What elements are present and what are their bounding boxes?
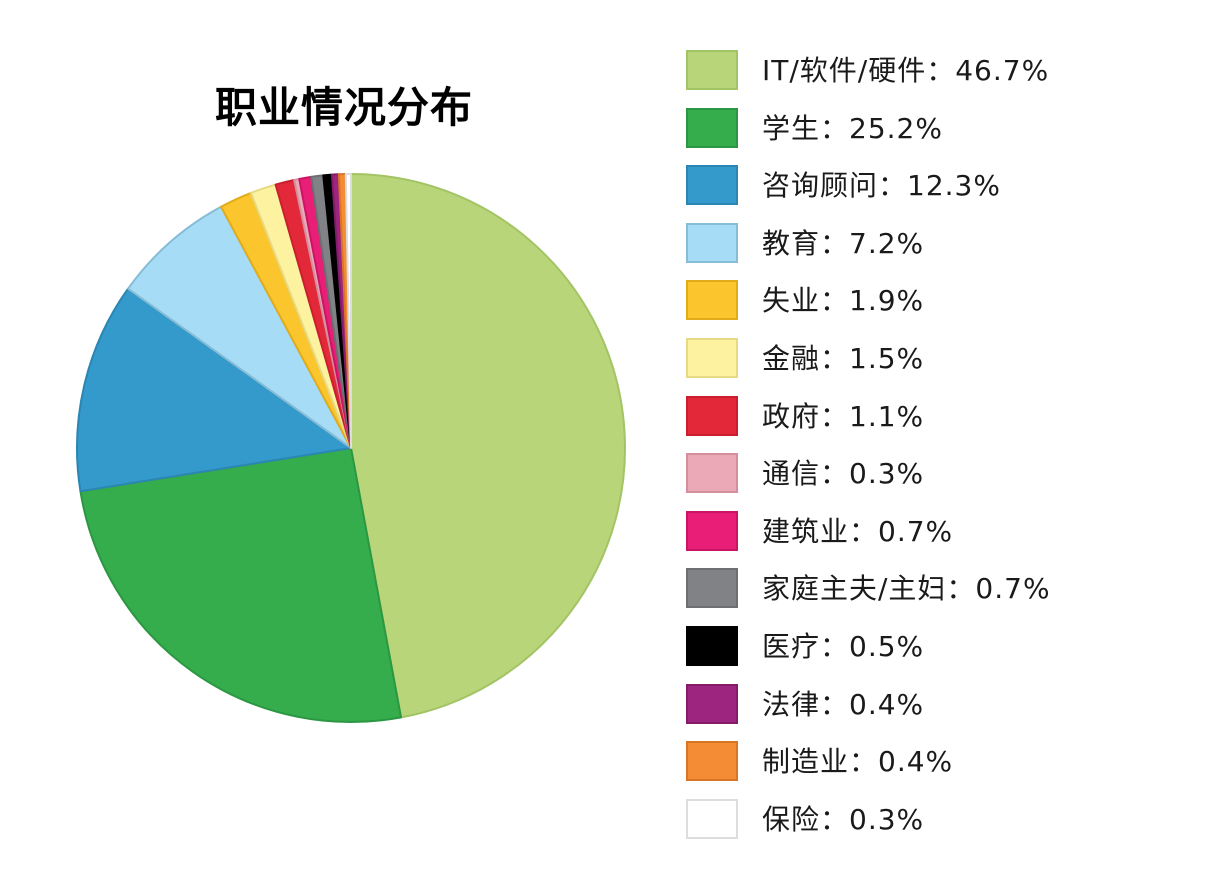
legend-label: 建筑业：0.7% [762, 514, 954, 548]
legend-swatch [686, 510, 738, 551]
legend-label: 失业：1.9% [762, 284, 925, 318]
legend-label: 制造业：0.4% [762, 745, 954, 779]
legend-swatch [686, 395, 738, 436]
legend-swatch [686, 107, 738, 148]
legend-label: 家庭主夫/主妇：0.7% [762, 572, 1051, 606]
pie-slice-3 [127, 205, 352, 449]
legend-swatch [686, 568, 738, 609]
legend-label: 教育：7.2% [762, 226, 925, 260]
legend-item: 保险：0.3% [686, 798, 1051, 857]
legend-item: 金融：1.5% [686, 337, 1051, 396]
legend-swatch [686, 798, 738, 839]
legend-label: 金融：1.5% [762, 341, 925, 375]
legend-label: 医疗：0.5% [762, 629, 925, 663]
legend: IT/软件/硬件：46.7% 学生：25.2% 咨询顾问：12.3% 教育：7.2% 失… [686, 50, 1051, 856]
legend-label: 政府：1.1% [762, 399, 925, 433]
legend-item: IT/软件/硬件：46.7% [686, 50, 1051, 108]
pie-slice-2 [76, 287, 352, 493]
legend-swatch [686, 222, 738, 263]
pie-slice-13 [344, 173, 352, 449]
chart-title: 职业情况分布 [215, 83, 474, 132]
legend-swatch [686, 625, 738, 666]
legend-swatch [686, 741, 738, 782]
legend-item: 失业：1.9% [686, 280, 1051, 338]
legend-item: 制造业：0.4% [686, 741, 1051, 799]
legend-label: 保险：0.3% [762, 802, 925, 836]
legend-item: 学生：25.2% [686, 107, 1051, 166]
legend-item: 政府：1.1% [686, 395, 1051, 454]
legend-swatch [686, 280, 738, 321]
legend-swatch [686, 337, 738, 378]
pie-chart [76, 173, 626, 723]
legend-swatch [686, 165, 738, 206]
legend-item: 家庭主夫/主妇：0.7% [686, 568, 1051, 626]
legend-item: 通信：0.3% [686, 453, 1051, 511]
legend-label: 学生：25.2% [762, 111, 943, 145]
legend-item: 建筑业：0.7% [686, 510, 1051, 569]
legend-item: 法律：0.4% [686, 683, 1051, 742]
legend-label: 咨询顾问：12.3% [762, 169, 1001, 203]
legend-label: 通信：0.3% [762, 457, 925, 491]
legend-item: 教育：7.2% [686, 222, 1051, 281]
legend-item: 医疗：0.5% [686, 625, 1051, 684]
pie-slice-1 [79, 447, 403, 723]
legend-swatch [686, 50, 738, 90]
legend-swatch [686, 453, 738, 494]
legend-label: 法律：0.4% [762, 687, 925, 721]
legend-item: 咨询顾问：12.3% [686, 165, 1051, 223]
pie-slice-0 [350, 173, 626, 719]
legend-swatch [686, 683, 738, 724]
legend-label: IT/软件/硬件：46.7% [762, 54, 1050, 87]
